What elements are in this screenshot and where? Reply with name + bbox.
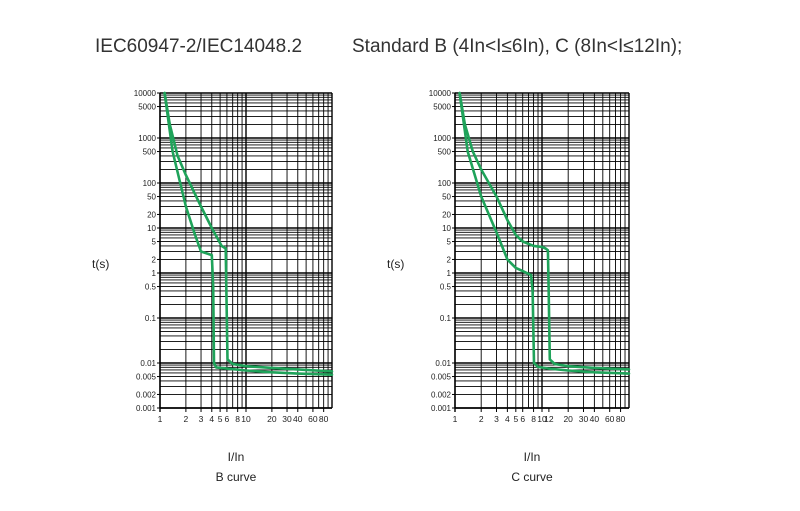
- x-tick-label: 5: [218, 414, 223, 424]
- x-tick-label: 6: [520, 414, 525, 424]
- y-tick-label: 20: [147, 210, 156, 219]
- y-tick-label: 0.5: [145, 283, 157, 292]
- y-axis-label: t(s): [92, 257, 109, 271]
- y-tick-label: 0.1: [145, 314, 157, 323]
- x-tick-label: 2: [184, 414, 189, 424]
- y-tick-label: 1000: [433, 134, 451, 143]
- x-tick-label: 1: [158, 414, 163, 424]
- y-tick-label: 100: [438, 179, 452, 188]
- y-tick-label: 1000: [138, 134, 156, 143]
- x-axis-label: I/In: [524, 450, 541, 464]
- y-tick-label: 0.001: [431, 404, 452, 413]
- lower-trip-curve: [163, 91, 334, 376]
- y-tick-label: 20: [442, 210, 451, 219]
- curve-caption: B curve: [216, 470, 257, 484]
- y-tick-label: 1: [152, 269, 157, 278]
- y-tick-label: 0.002: [431, 390, 452, 399]
- y-tick-label: 0.01: [140, 359, 156, 368]
- y-tick-label: 5: [152, 238, 157, 247]
- c-curve-chart: 10000 5000 1000 500 100 50 20 10 5 2 1 0.5 0.1 0.01 0.…: [387, 89, 631, 484]
- x-tick-label: 60: [308, 414, 318, 424]
- y-tick-label: 0.1: [440, 314, 452, 323]
- x-tick-label: 10: [241, 414, 251, 424]
- x-tick-label: 3: [494, 414, 499, 424]
- upper-trip-curve: [458, 91, 631, 371]
- y-tick-label: 0.01: [435, 359, 451, 368]
- x-tick-label: 3: [199, 414, 204, 424]
- header: IEC60947-2/IEC14048.2 Standard B (4In<I≤…: [0, 36, 800, 62]
- b-curve-chart: 10000 5000 1000 500 100 50 20 10 5 2 1 0.5 0.1 0.01 0.…: [92, 89, 334, 484]
- x-tick-label: 5: [513, 414, 518, 424]
- lower-trip-curve: [458, 91, 631, 375]
- y-tick-label: 500: [438, 148, 452, 157]
- y-tick-label: 100: [143, 179, 157, 188]
- y-tick-label: 10: [442, 224, 451, 233]
- y-tick-label: 10: [147, 224, 156, 233]
- x-tick-label: 12: [544, 414, 554, 424]
- y-tick-label: 50: [147, 193, 156, 202]
- x-tick-label: 20: [267, 414, 277, 424]
- x-tick-label: 60: [605, 414, 615, 424]
- x-tick-label: 8: [531, 414, 536, 424]
- y-tick-label: 1: [447, 269, 452, 278]
- y-tick-label: 0.5: [440, 283, 452, 292]
- x-tick-label: 10: [537, 414, 547, 424]
- x-tick-label: 40: [293, 414, 303, 424]
- x-tick-label: 20: [563, 414, 573, 424]
- x-tick-label: 8: [235, 414, 240, 424]
- x-tick-label: 30: [579, 414, 589, 424]
- y-tick-label: 2: [447, 255, 452, 264]
- y-tick-label: 10000: [429, 89, 452, 98]
- curve-caption: C curve: [511, 470, 553, 484]
- y-tick-label: 5: [447, 238, 452, 247]
- x-tick-label: 4: [209, 414, 214, 424]
- x-tick-label: 30: [282, 414, 292, 424]
- y-tick-label: 50: [442, 193, 451, 202]
- y-axis-label: t(s): [387, 257, 404, 271]
- y-tick-label: 5000: [138, 103, 156, 112]
- x-tick-label: 80: [319, 414, 329, 424]
- y-tick-label: 0.005: [431, 373, 452, 382]
- y-tick-label: 10000: [134, 89, 157, 98]
- y-tick-label: 5000: [433, 103, 451, 112]
- upper-trip-curve: [163, 91, 334, 373]
- standard-spec-label: Standard B (4In<I≤6In), C (8In<I≤12In);: [352, 36, 683, 57]
- x-tick-label: 2: [479, 414, 484, 424]
- x-tick-label: 1: [453, 414, 458, 424]
- y-tick-label: 0.005: [136, 373, 157, 382]
- y-tick-label: 0.002: [136, 390, 157, 399]
- x-tick-label: 40: [590, 414, 600, 424]
- standard-label: IEC60947-2/IEC14048.2: [95, 36, 303, 57]
- x-axis-label: I/In: [228, 450, 245, 464]
- y-tick-label: 500: [143, 148, 157, 157]
- y-tick-label: 0.001: [136, 404, 157, 413]
- x-tick-label: 6: [225, 414, 230, 424]
- x-tick-label: 4: [505, 414, 510, 424]
- y-tick-label: 2: [152, 255, 157, 264]
- x-tick-label: 80: [616, 414, 626, 424]
